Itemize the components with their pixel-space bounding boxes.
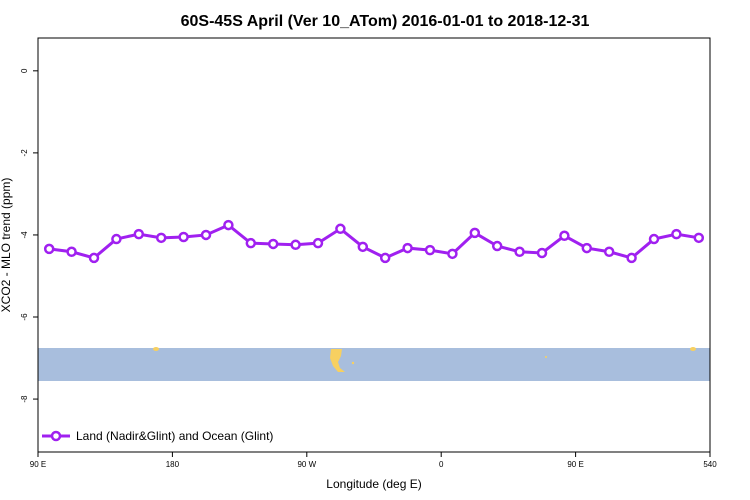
y-axis-label: XCO2 - MLO trend (ppm) [0,178,13,313]
x-axis-label: Longitude (deg E) [326,477,421,491]
point [155,232,167,244]
point [536,247,548,259]
y-tick-label: -8 [20,395,29,403]
point [290,239,301,251]
x-tick-label: 90 W [297,460,316,469]
point [402,242,413,254]
y-tick-label: -2 [20,149,29,157]
point [200,229,212,241]
point [66,246,77,258]
point [559,230,570,242]
point [267,238,279,250]
point [178,231,189,243]
x-tick-label: 90 E [567,460,583,469]
point [469,227,481,239]
ocean [38,348,710,381]
x-tick-label: 540 [703,460,717,469]
point [581,242,593,254]
point [424,244,436,256]
series-line [49,223,700,260]
point [133,228,145,240]
point [223,219,234,231]
point [603,246,615,258]
x-tick-label: 180 [166,460,180,469]
point [671,228,682,240]
x-tick-label: 0 [439,460,444,469]
point [111,233,122,245]
point [514,246,525,258]
land [330,349,345,372]
point [43,243,55,255]
chart-title: 60S-45S April (Ver 10_ATom) 2016-01-01 t… [181,13,590,30]
point [335,223,346,235]
legend-label: Land (Nadir&Glint) and Ocean (Glint) [76,429,273,443]
point [447,248,458,260]
y-tick-label: 0 [20,68,29,73]
point [357,241,369,253]
y-tick-label: -6 [20,313,29,321]
land [351,361,355,365]
legend-marker [50,430,62,442]
point [648,233,660,245]
point [693,232,705,244]
land [153,347,159,351]
point [88,252,100,264]
x-tick-label: 90 E [30,460,46,469]
land [545,356,547,358]
point [626,252,637,264]
point [312,237,324,249]
y-tick-label: -4 [20,231,29,239]
land [690,347,696,351]
point [379,252,391,264]
map-band [38,347,710,381]
point [245,237,257,249]
plot-frame [37,37,711,453]
point [491,240,503,252]
